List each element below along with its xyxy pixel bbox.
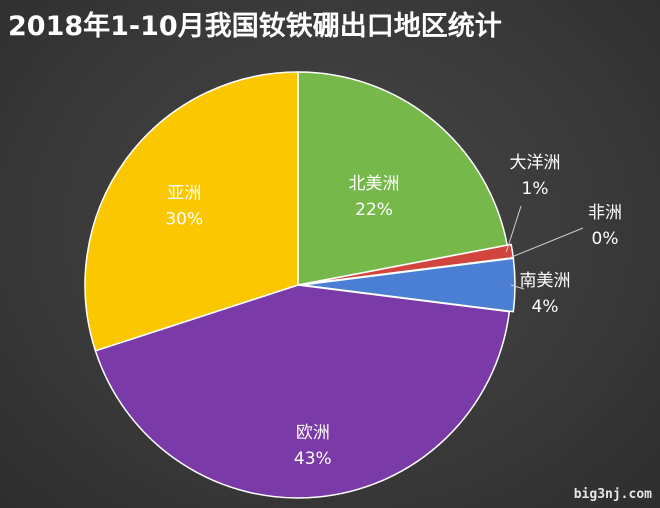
slice-value-label: 43% — [294, 449, 332, 469]
slice-name-label: 非洲 — [588, 203, 622, 223]
slice-name-label: 南美洲 — [520, 271, 571, 291]
slice-value-label: 4% — [532, 297, 559, 317]
slice-value-label: 22% — [355, 200, 393, 220]
pie-slice-5 — [84, 71, 299, 352]
slice-name-label: 亚洲 — [167, 183, 201, 203]
pie-slice-4 — [94, 284, 511, 499]
slice-value-label: 1% — [522, 179, 549, 199]
slice-labels: 北美洲 22% 大洋洲 1% 非洲 0% 南美洲 4% 欧洲 43% 亚洲 30% — [165, 153, 622, 469]
slice-name-label: 大洋洲 — [510, 153, 561, 173]
slice-name-label: 北美洲 — [349, 174, 400, 194]
pie-slice-0 — [297, 71, 509, 286]
pie-slices — [84, 71, 516, 499]
watermark: big3nj.com — [573, 487, 652, 502]
slice-value-label: 30% — [165, 209, 203, 229]
leader-line-3 — [510, 284, 525, 290]
leader-line-2 — [508, 227, 584, 259]
leader-line-1 — [505, 205, 522, 253]
leader-lines — [505, 205, 584, 290]
pie-slice-3 — [301, 257, 516, 313]
chart-title: 2018年1-10月我国钕铁硼出口地区统计 — [8, 11, 502, 42]
slice-value-label: 0% — [592, 229, 619, 249]
slice-name-label: 欧洲 — [296, 423, 330, 443]
